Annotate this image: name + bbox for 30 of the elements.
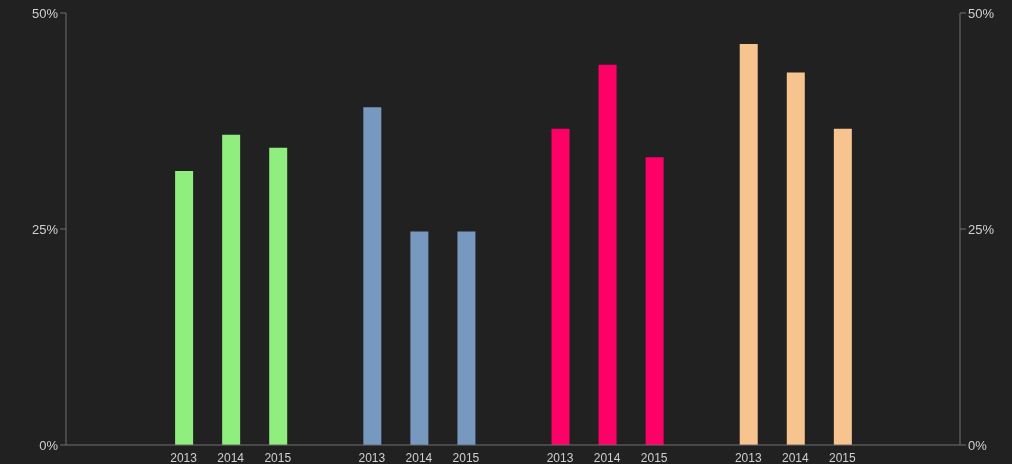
x-tick-label: 2013	[734, 450, 762, 464]
bar	[598, 64, 617, 445]
x-tick-label: 2014	[781, 450, 809, 464]
x-tick-label: 2014	[405, 450, 433, 464]
bar	[363, 107, 382, 445]
bar	[833, 128, 852, 445]
bar	[739, 44, 758, 445]
y2-tick-label: 25%	[968, 221, 995, 237]
bar	[269, 147, 288, 445]
y-tick-label: 50%	[31, 5, 59, 21]
bar	[551, 128, 570, 445]
y-tick-label: 25%	[31, 221, 59, 237]
bar	[786, 72, 805, 445]
x-tick-label: 2014	[217, 450, 245, 464]
x-tick-label: 2015	[452, 450, 480, 464]
x-tick-label: 2013	[546, 450, 574, 464]
bar	[645, 157, 664, 445]
x-tick-label: 2015	[829, 450, 857, 464]
bar	[410, 231, 429, 445]
bar	[222, 134, 241, 445]
bar	[457, 231, 476, 445]
bar	[175, 171, 194, 445]
y-tick-label: 0%	[39, 437, 59, 453]
x-tick-label: 2014	[593, 450, 621, 464]
x-tick-label: 2013	[170, 450, 198, 464]
x-tick-label: 2013	[358, 450, 386, 464]
x-tick-label: 2015	[640, 450, 668, 464]
y2-tick-label: 50%	[968, 5, 995, 21]
y2-tick-label: 0%	[968, 437, 988, 453]
x-tick-label: 2015	[264, 450, 292, 464]
